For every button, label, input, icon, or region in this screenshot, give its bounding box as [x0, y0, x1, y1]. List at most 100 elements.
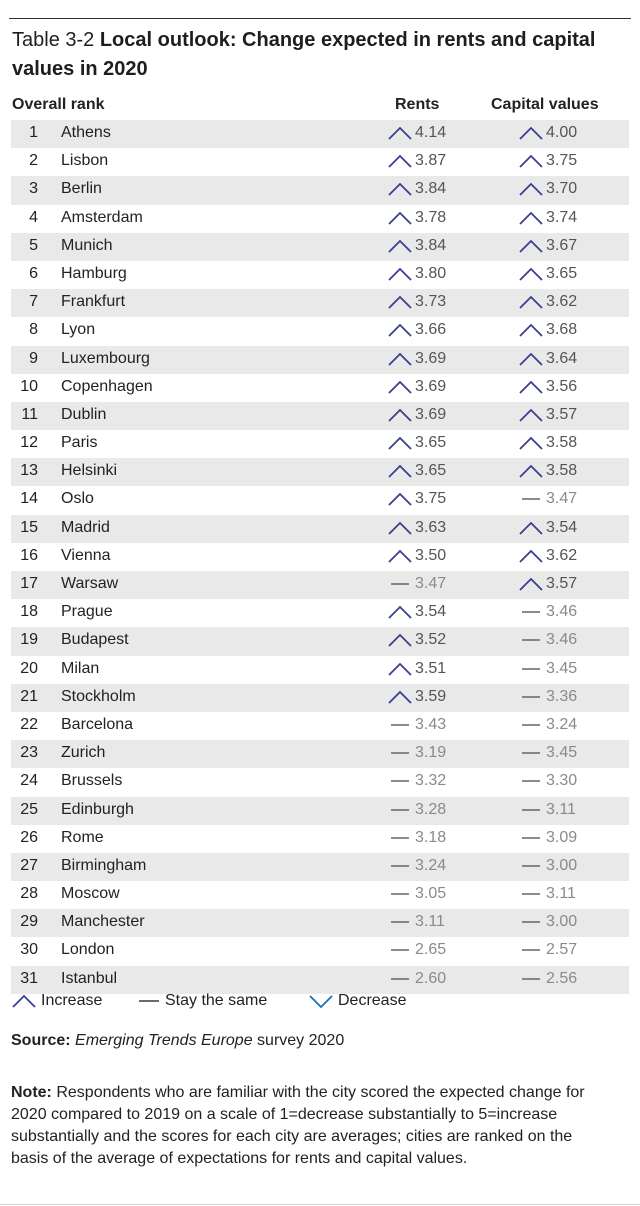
increase-icon: [387, 153, 413, 169]
increase-icon: [387, 689, 413, 705]
increase-icon: [387, 238, 413, 254]
table-row: 22 Barcelona 3.43 3.24: [11, 712, 629, 740]
capital-value-cell: 3.56: [518, 378, 577, 396]
rank-cell: 30: [20, 941, 38, 959]
capital-value-cell-value: 3.24: [546, 715, 578, 733]
table-row: 25 Edinburgh 3.28 3.11: [11, 796, 629, 825]
rents-cell-value: 3.51: [415, 659, 447, 677]
capital-value-cell-value: 3.46: [546, 631, 578, 649]
capital-value-cell: 3.45: [518, 660, 577, 678]
header-capital-values: Capital values: [491, 96, 599, 113]
rents-cell-value: 2.65: [415, 941, 447, 959]
rank-cell: 22: [20, 715, 38, 733]
rents-cell-value: 3.47: [415, 575, 447, 592]
increase-icon: [387, 548, 413, 564]
increase-icon: [518, 463, 544, 479]
rents-cell-value: 2.60: [415, 969, 447, 987]
rank-cell: 11: [21, 405, 38, 423]
capital-value-cell: 3.11: [518, 885, 576, 903]
city-cell: Lyon: [61, 321, 96, 339]
table-row: 7 Frankfurt 3.73 3.62: [11, 289, 629, 318]
capital-value-cell-value: 3.30: [546, 772, 578, 790]
rank-cell: 15: [20, 518, 38, 536]
table-heading: Local outlook: Change expected in rents …: [12, 29, 596, 80]
capital-value-cell-value: 3.67: [546, 236, 578, 254]
table-row: 20 Milan 3.51 3.45: [11, 656, 629, 684]
rank-cell: 13: [20, 462, 38, 480]
stay-same-icon: [518, 745, 544, 761]
capital-value-cell: 3.54: [518, 519, 577, 537]
rank-cell: 9: [29, 349, 38, 367]
capital-value-cell: 3.74: [518, 209, 577, 227]
rents-cell-value: 3.84: [415, 180, 447, 198]
capital-value-cell: 3.11: [518, 801, 576, 819]
increase-icon: [518, 322, 544, 338]
rents-cell: 3.75: [387, 490, 446, 508]
table-row: 10 Copenhagen 3.69 3.56: [11, 374, 629, 402]
capital-value-cell-value: 3.65: [546, 264, 578, 282]
rents-cell: 3.05: [387, 885, 446, 903]
rents-cell-value: 3.24: [415, 856, 447, 874]
capital-value-cell-value: 3.58: [546, 462, 578, 480]
rents-cell: 3.59: [387, 688, 446, 706]
capital-value-cell: 3.30: [518, 772, 577, 790]
table-row: 27 Birmingham 3.24 3.00: [11, 852, 629, 882]
rents-cell-value: 3.80: [415, 264, 447, 282]
stay-same-icon: [518, 604, 544, 620]
city-cell: Moscow: [61, 885, 120, 903]
table-row: 30 London 2.65 2.57: [11, 937, 629, 965]
capital-value-cell-value: 3.45: [546, 659, 578, 677]
rents-cell: 3.52: [387, 631, 446, 649]
increase-icon: [518, 125, 544, 141]
source-line: Source: Emerging Trends Europe survey 20…: [11, 1032, 344, 1050]
increase-icon: [387, 210, 413, 226]
rents-cell-value: 3.73: [415, 293, 447, 311]
capital-value-cell-value: 3.62: [546, 293, 578, 311]
stay-same-icon: [387, 971, 413, 987]
rents-cell: 3.54: [387, 603, 446, 621]
increase-icon: [387, 266, 413, 282]
city-cell: Zurich: [61, 744, 106, 762]
stay-same-icon: [139, 1000, 159, 1002]
legend-same-label: Stay the same: [165, 992, 268, 1009]
rank-cell: 1: [29, 124, 38, 141]
table-row: 11 Dublin 3.69 3.57: [11, 401, 629, 431]
city-cell: Amsterdam: [61, 208, 143, 226]
rents-cell: 3.11: [387, 913, 445, 931]
city-cell: Birmingham: [61, 856, 147, 874]
rank-cell: 12: [20, 434, 38, 452]
table-row: 12 Paris 3.65 3.58: [11, 430, 629, 458]
rents-cell: 3.18: [387, 829, 446, 847]
rents-cell-value: 3.69: [415, 377, 447, 395]
stay-same-icon: [518, 491, 544, 507]
increase-icon: [387, 632, 413, 648]
rank-cell: 23: [20, 744, 38, 762]
capital-value-cell: 3.46: [518, 631, 577, 649]
capital-value-cell-value: 3.36: [546, 687, 578, 705]
stay-same-icon: [518, 773, 544, 789]
rents-cell-value: 3.50: [415, 546, 447, 564]
rents-cell: 2.60: [387, 970, 446, 988]
rank-cell: 7: [29, 293, 38, 311]
rank-cell: 20: [20, 659, 38, 677]
city-cell: Berlin: [61, 180, 102, 198]
stay-same-icon: [518, 858, 544, 874]
capital-value-cell-value: 3.00: [546, 913, 578, 931]
capital-value-cell: 2.56: [518, 970, 577, 988]
table-row: 6 Hamburg 3.80 3.65: [11, 261, 629, 289]
table-row: 24 Brussels 3.32 3.30: [11, 768, 629, 796]
capital-value-cell-value: 3.57: [546, 405, 578, 423]
capital-value-cell-value: 3.09: [546, 828, 578, 846]
stay-same-icon: [518, 802, 544, 818]
rank-cell: 4: [29, 208, 38, 226]
rents-cell: 2.65: [387, 941, 446, 959]
increase-icon: [387, 351, 413, 367]
legend-same: Stay the same: [137, 992, 267, 1010]
rents-cell-value: 3.69: [415, 405, 447, 423]
rents-cell-value: 3.78: [415, 208, 447, 226]
rents-cell-value: 3.59: [415, 687, 447, 705]
capital-value-cell: 4.00: [518, 124, 577, 142]
rank-cell: 27: [20, 856, 38, 874]
rank-cell: 2: [29, 152, 38, 170]
rents-cell: 3.19: [387, 744, 446, 762]
